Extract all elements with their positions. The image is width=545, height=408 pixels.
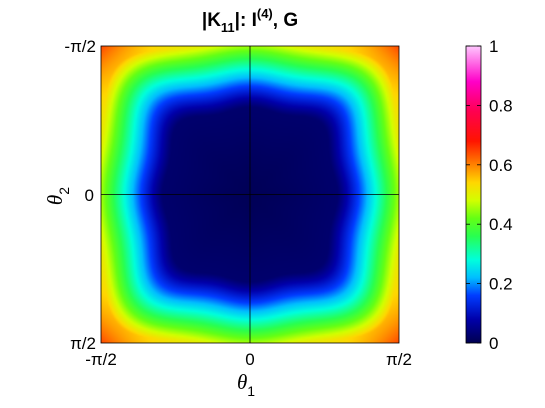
colorbar: [465, 45, 482, 344]
colorbar-tick-label: 0: [489, 334, 498, 353]
x-tick-label-mid: 0: [245, 350, 254, 369]
x-tick-label-right: π/2: [386, 350, 412, 369]
y-axis-label: θ2: [43, 187, 72, 205]
colorbar-tick-label: 0.4: [489, 215, 513, 234]
y-tick-label-bottom: π/2: [70, 334, 96, 353]
x-tick-label-left: -π/2: [85, 350, 117, 369]
colorbar-tick-label: 0.6: [489, 156, 513, 175]
colorbar-tick-label: 0.8: [489, 96, 513, 115]
y-tick-label-top: -π/2: [64, 37, 96, 56]
y-tick-label-mid: 0: [85, 186, 94, 205]
colorbar-ticks: 0 0.2 0.4 0.6 0.8 1: [466, 37, 513, 353]
colorbar-tick-label: 0.2: [489, 275, 513, 294]
colorbar-tick-label: 1: [489, 37, 498, 56]
chart-title: |K11|: I(4), G: [202, 6, 298, 35]
x-axis-label: θ1: [237, 370, 255, 399]
